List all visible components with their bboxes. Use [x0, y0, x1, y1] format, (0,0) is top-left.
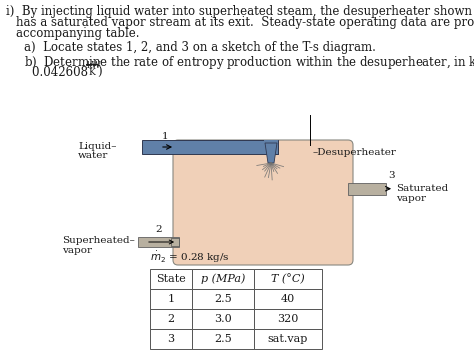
Text: 2: 2: [155, 225, 162, 234]
Bar: [142, 140, 278, 154]
Text: p (MPa): p (MPa): [201, 274, 245, 284]
Bar: [192, 309, 254, 329]
Bar: [150, 269, 192, 289]
Bar: [150, 329, 192, 349]
Text: 40: 40: [281, 294, 295, 304]
Bar: [192, 269, 254, 289]
Bar: [192, 289, 254, 309]
Text: 0.042608: 0.042608: [32, 66, 92, 79]
Text: 3: 3: [388, 171, 395, 180]
Text: has a saturated vapor stream at its exit.  Steady-state operating data are provi: has a saturated vapor stream at its exit…: [16, 16, 474, 29]
Text: accompanying table.: accompanying table.: [16, 27, 139, 40]
Bar: [254, 289, 322, 309]
Text: 2.5: 2.5: [214, 294, 232, 304]
FancyBboxPatch shape: [173, 140, 353, 265]
Bar: [348, 183, 386, 195]
Text: a)  Locate states 1, 2, and 3 on a sketch of the T-s diagram.: a) Locate states 1, 2, and 3 on a sketch…: [24, 41, 376, 54]
Bar: [254, 269, 322, 289]
Text: ): ): [97, 66, 101, 79]
Text: 2.5: 2.5: [214, 334, 232, 344]
Text: kW: kW: [87, 61, 101, 70]
Polygon shape: [265, 143, 277, 163]
Bar: [254, 329, 322, 349]
Text: Saturated: Saturated: [396, 184, 448, 193]
Text: vapor: vapor: [396, 194, 426, 203]
Bar: [264, 140, 278, 154]
Text: i)  By injecting liquid water into superheated steam, the desuperheater shown in: i) By injecting liquid water into superh…: [6, 5, 474, 18]
Text: 1: 1: [162, 132, 169, 141]
Text: 2: 2: [167, 314, 174, 324]
Text: 3.0: 3.0: [214, 314, 232, 324]
Text: water: water: [78, 151, 109, 160]
Bar: [264, 145, 278, 154]
Text: K: K: [88, 68, 95, 77]
Text: T (°C): T (°C): [271, 274, 305, 284]
Text: b)  Determine the rate of entropy production within the desuperheater, in kW/K.(: b) Determine the rate of entropy product…: [24, 54, 474, 71]
Bar: [254, 309, 322, 329]
Text: 3: 3: [167, 334, 174, 344]
Text: 1: 1: [167, 294, 174, 304]
Text: –Desuperheater: –Desuperheater: [313, 148, 397, 157]
Bar: [192, 329, 254, 349]
Bar: [138, 237, 179, 247]
Text: Superheated–: Superheated–: [62, 236, 135, 245]
Text: 320: 320: [277, 314, 299, 324]
Bar: [150, 289, 192, 309]
Bar: [150, 309, 192, 329]
Text: State: State: [156, 274, 186, 284]
Text: sat.vap: sat.vap: [268, 334, 308, 344]
Bar: [171, 238, 179, 246]
Text: $\dot{m}_2$ = 0.28 kg/s: $\dot{m}_2$ = 0.28 kg/s: [150, 250, 230, 265]
Text: vapor: vapor: [62, 246, 92, 255]
Text: Liquid–: Liquid–: [78, 142, 117, 151]
